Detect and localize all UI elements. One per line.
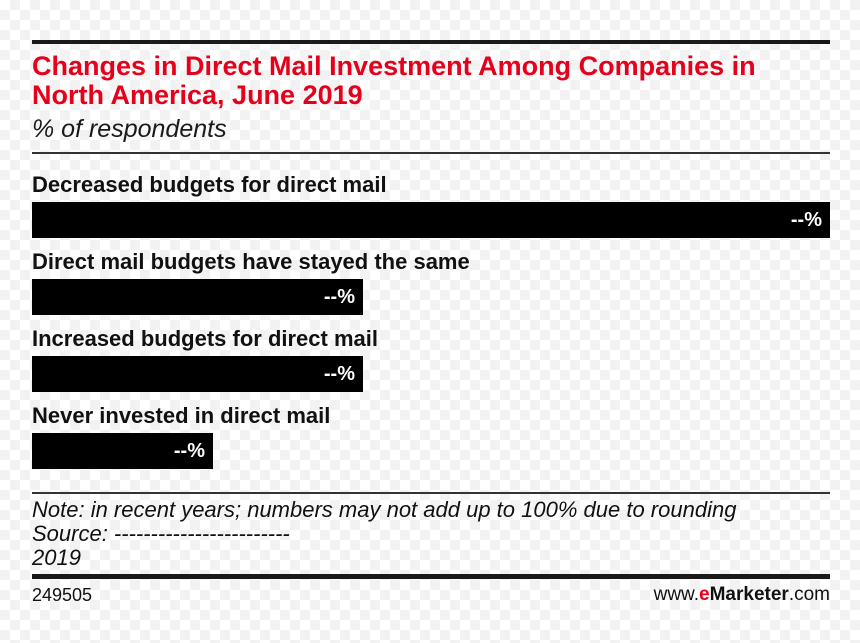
bottom-rule xyxy=(32,574,830,579)
brand-e: e xyxy=(699,584,710,605)
bar-value-label: --% xyxy=(323,363,355,385)
bar xyxy=(32,279,363,315)
bar xyxy=(32,202,830,238)
note-rule xyxy=(32,492,830,494)
chart-id: 249505 xyxy=(32,585,93,605)
chart-panel: Changes in Direct Mail Investment Among … xyxy=(32,40,830,610)
top-rule xyxy=(32,40,830,44)
bar-label: Decreased budgets for direct mail xyxy=(32,172,387,197)
emarketer-brand: www.eMarketer.com xyxy=(654,584,830,606)
chart-year: 2019 xyxy=(32,545,81,570)
bar xyxy=(32,356,363,392)
bar xyxy=(32,433,213,469)
brand-suffix: .com xyxy=(788,584,830,605)
bar-value-label: --% xyxy=(790,209,822,231)
brand-marketer: Marketer xyxy=(709,584,789,605)
bar-label: Never invested in direct mail xyxy=(32,403,331,428)
chart-title: Changes in Direct Mail Investment Among … xyxy=(32,51,756,110)
chart-note: Note: in recent years; numbers may not a… xyxy=(32,497,737,522)
subtitle-rule xyxy=(32,152,830,154)
bar-value-label: --% xyxy=(323,286,355,308)
bar-value-label: --% xyxy=(173,440,205,462)
bar-label: Increased budgets for direct mail xyxy=(32,326,378,351)
chart-subtitle: % of respondents xyxy=(32,115,227,143)
bar-label: Direct mail budgets have stayed the same xyxy=(32,249,470,274)
brand-prefix: www. xyxy=(653,584,700,605)
chart-source: Source: ------------------------ xyxy=(32,521,290,546)
